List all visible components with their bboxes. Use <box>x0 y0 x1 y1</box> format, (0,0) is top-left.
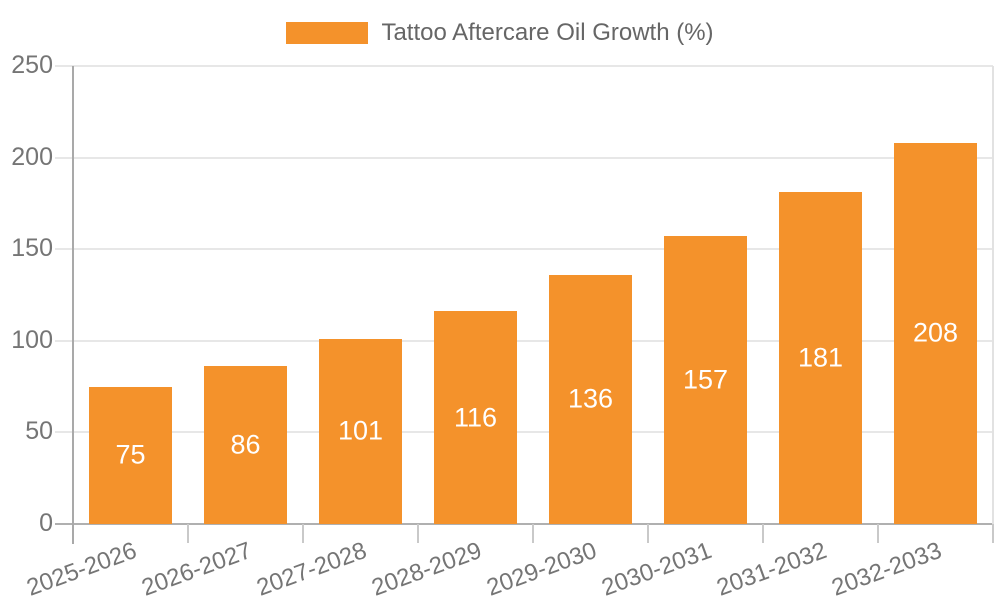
gridline <box>55 339 993 342</box>
chart-legend: Tattoo Aftercare Oil Growth (%) <box>0 14 1000 52</box>
bar <box>204 366 287 524</box>
x-tick <box>762 524 764 543</box>
y-tick-label: 0 <box>39 509 53 537</box>
gridline <box>55 431 993 434</box>
x-tick-label: 2031-2032 <box>712 537 830 600</box>
plot-right-border <box>992 66 994 524</box>
bar <box>434 311 517 524</box>
bar-value-label: 101 <box>337 415 384 446</box>
x-tick <box>417 524 419 543</box>
gridline <box>55 156 993 159</box>
x-tick <box>992 524 994 543</box>
bar <box>664 236 747 524</box>
bar-value-label: 157 <box>682 364 729 395</box>
x-tick-label: 2028-2029 <box>367 537 485 600</box>
gridline <box>55 248 993 251</box>
legend-label: Tattoo Aftercare Oil Growth (%) <box>381 19 714 46</box>
x-tick <box>647 524 649 543</box>
bar <box>89 386 172 524</box>
bar <box>549 274 632 524</box>
x-tick <box>532 524 534 543</box>
x-axis-line <box>55 523 993 525</box>
bar <box>894 142 977 524</box>
y-axis-line <box>72 66 74 544</box>
bar <box>319 338 402 524</box>
y-tick-label: 100 <box>11 325 53 354</box>
y-tick-label: 250 <box>11 51 53 79</box>
bar-value-label: 208 <box>912 317 959 348</box>
bar-value-label: 136 <box>567 383 614 414</box>
legend-swatch-icon <box>286 22 369 44</box>
bar <box>779 192 862 524</box>
x-tick-label: 2030-2031 <box>597 537 715 600</box>
plot-area: 0 50 100 150 200 250 75 2025-2026 86 2026-2027 101… <box>11 53 994 600</box>
bar-value-label: 181 <box>797 342 844 373</box>
x-tick-label: 2032-2033 <box>827 537 945 600</box>
x-tick <box>302 524 304 543</box>
y-tick-label: 150 <box>11 234 53 263</box>
x-tick-label: 2025-2026 <box>22 537 140 600</box>
x-tick-label: 2027-2028 <box>252 537 370 600</box>
y-tick-label: 50 <box>25 417 53 446</box>
bar-value-label: 75 <box>115 439 146 470</box>
gridline <box>55 65 993 67</box>
x-tick-label: 2026-2027 <box>137 537 255 600</box>
bar-value-label: 116 <box>453 402 498 433</box>
x-tick-label: 2029-2030 <box>482 537 600 600</box>
x-tick <box>877 524 879 543</box>
y-tick-label: 200 <box>11 142 53 171</box>
x-tick <box>187 524 189 543</box>
bar-value-label: 86 <box>230 429 261 460</box>
